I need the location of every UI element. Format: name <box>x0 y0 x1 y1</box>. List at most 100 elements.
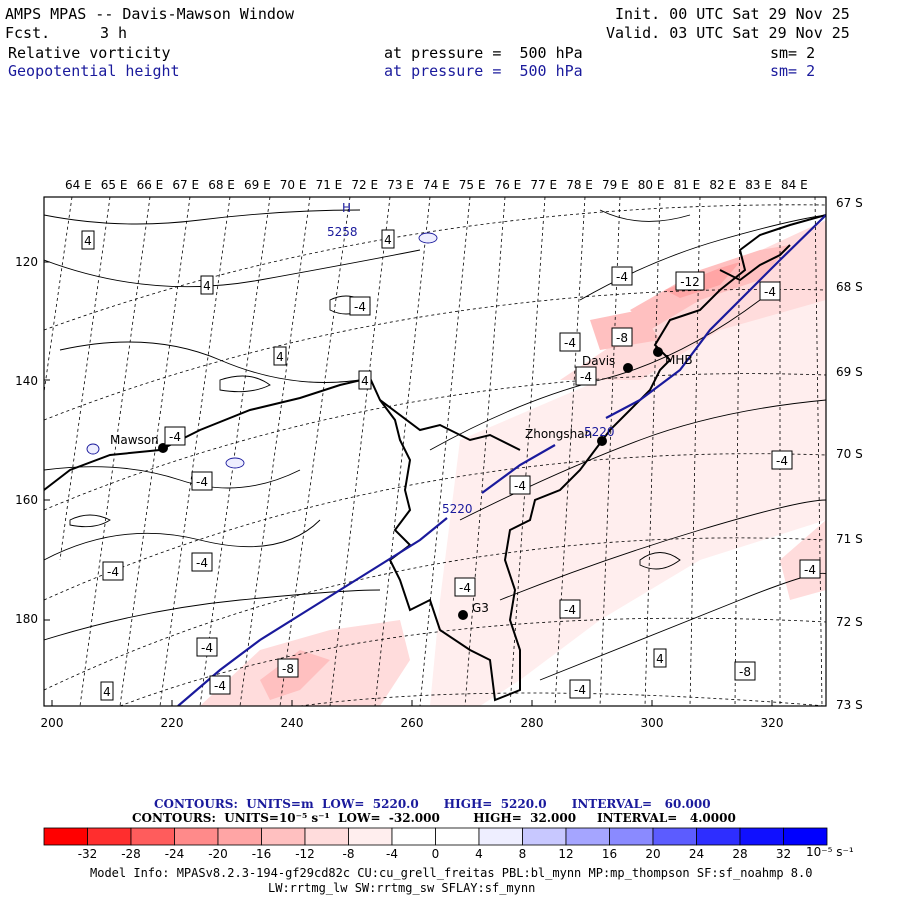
axis-ticks <box>44 261 773 706</box>
vorticity-label: -4 <box>169 430 181 444</box>
height-label: 5220 <box>442 502 473 516</box>
vorticity-label: -4 <box>616 270 628 284</box>
field1-smoothing: sm= 2 <box>770 44 816 62</box>
colorbar-label: -24 <box>165 847 185 861</box>
longitude-label: 78 E <box>566 178 593 192</box>
colorbar-swatch <box>652 827 697 846</box>
latitude-label: 67 S <box>836 196 863 210</box>
station-label: Zhongshan <box>525 427 592 441</box>
x-tick-label: 220 <box>161 716 184 730</box>
longitude-labels: 64 E 65 E 66 E 67 E 68 E 69 E 70 E 71 E 72 E 73 E… <box>65 178 808 192</box>
y-tick-label: 180 <box>15 612 38 626</box>
forecast-hour: 3 h <box>100 24 128 42</box>
vorticity-label: -4 <box>201 641 213 655</box>
y-axis-tick-labels: 120 140 160 180 <box>15 255 38 626</box>
colorbar-label: 24 <box>689 847 704 861</box>
colorbar-swatch <box>783 827 828 846</box>
station-label: MHB <box>665 353 693 367</box>
colorbar-label: 12 <box>558 847 573 861</box>
latitude-label: 72 S <box>836 615 863 629</box>
longitude-label: 66 E <box>137 178 164 192</box>
colorbar-swatch <box>435 827 480 846</box>
x-tick-label: 240 <box>281 716 304 730</box>
vorticity-label: 4 <box>103 685 111 699</box>
vorticity-label-box <box>209 675 231 695</box>
latitude-label: 71 S <box>836 532 863 546</box>
latitude-labels: 67 S 68 S 69 S 70 S 71 S 72 S 73 S <box>836 196 863 712</box>
x-tick-label: 260 <box>401 716 424 730</box>
latitude-label: 73 S <box>836 698 863 712</box>
vorticity-label-box <box>559 599 581 619</box>
colorbar-label: -8 <box>343 847 355 861</box>
colorbar-swatch <box>43 827 88 846</box>
colorbar-swatch <box>609 827 654 846</box>
vorticity-labels: -4 -4 -12 -4 -8 -4 -4 -4 -4 -4 -4 -8 4 4 4 4 -4 -4 -4 -4 -4 -… <box>81 229 821 701</box>
field1-name: Relative vorticity <box>8 44 171 62</box>
vorticity-label-box <box>734 661 756 681</box>
vorticity-label: -4 <box>776 454 788 468</box>
height-label: 5258 <box>327 225 358 239</box>
colorbar-swatch <box>174 827 219 846</box>
vorticity-label: -4 <box>354 300 366 314</box>
colorbar-swatch <box>391 827 436 846</box>
longitude-label: 67 E <box>172 178 199 192</box>
colorbar-swatch <box>739 827 784 846</box>
longitude-label: 72 E <box>351 178 378 192</box>
vorticity-label-box <box>277 658 299 678</box>
longitude-label: 84 E <box>781 178 808 192</box>
colorbar <box>43 827 828 846</box>
positive-vorticity-blobs <box>86 232 438 469</box>
vorticity-label: -12 <box>680 275 700 289</box>
longitude-label: 79 E <box>602 178 629 192</box>
vorticity-label-box <box>273 346 287 366</box>
vorticity-label: -4 <box>107 565 119 579</box>
colorbar-label: 4 <box>475 847 483 861</box>
latitude-label: 69 S <box>836 365 863 379</box>
colorbar-label: 8 <box>519 847 527 861</box>
colorbar-swatch <box>304 827 349 846</box>
latitude-label: 68 S <box>836 280 863 294</box>
station-label: G3 <box>472 601 489 615</box>
longitude-label: 76 E <box>495 178 522 192</box>
vorticity-shading <box>200 220 826 706</box>
high-marker: H <box>342 201 351 215</box>
field1-level: at pressure = 500 hPa <box>384 44 583 62</box>
vorticity-label: 4 <box>84 234 92 248</box>
colorbar-swatch <box>348 827 393 846</box>
plot-frame <box>43 196 827 707</box>
model-info-line1: Model Info: MPASv8.2.3-194-gf29cd82c CU:… <box>90 866 813 880</box>
colorbar-label: 28 <box>732 847 747 861</box>
x-tick-label: 300 <box>641 716 664 730</box>
vorticity-label: -4 <box>564 336 576 350</box>
vorticity-label-box <box>509 475 531 495</box>
longitude-label: 83 E <box>745 178 772 192</box>
colorbar-units: 10⁻⁵ s⁻¹ <box>806 845 854 859</box>
colorbar-label: 32 <box>776 847 791 861</box>
vorticity-label-box <box>771 450 793 470</box>
vorticity-label: 4 <box>656 652 664 666</box>
height-label: 5220 <box>584 425 615 439</box>
vorticity-label-box <box>100 681 114 701</box>
y-tick-label: 140 <box>15 374 38 388</box>
vorticity-label-box <box>196 637 218 657</box>
vorticity-label: 4 <box>361 374 369 388</box>
field2-level: at pressure = 500 hPa <box>384 62 583 80</box>
longitude-label: 73 E <box>387 178 414 192</box>
station-label: Mawson <box>110 433 159 447</box>
vorticity-label: -8 <box>282 662 294 676</box>
y-tick-label: 160 <box>15 493 38 507</box>
vorticity-label: -4 <box>514 479 526 493</box>
vorticity-label: -4 <box>804 563 816 577</box>
vorticity-label-box <box>559 332 581 352</box>
vorticity-label: -4 <box>459 581 471 595</box>
vorticity-label: -4 <box>196 556 208 570</box>
colorbar-label: 20 <box>645 847 660 861</box>
colorbar-swatch <box>478 827 523 846</box>
vorticity-label: -8 <box>739 665 751 679</box>
vorticity-label-box <box>191 471 213 491</box>
vorticity-label-box <box>799 559 821 579</box>
vorticity-label-box <box>349 296 371 316</box>
vorticity-label-box <box>200 275 214 295</box>
init-time: Init. 00 UTC Sat 29 Nov 25 <box>615 5 850 23</box>
